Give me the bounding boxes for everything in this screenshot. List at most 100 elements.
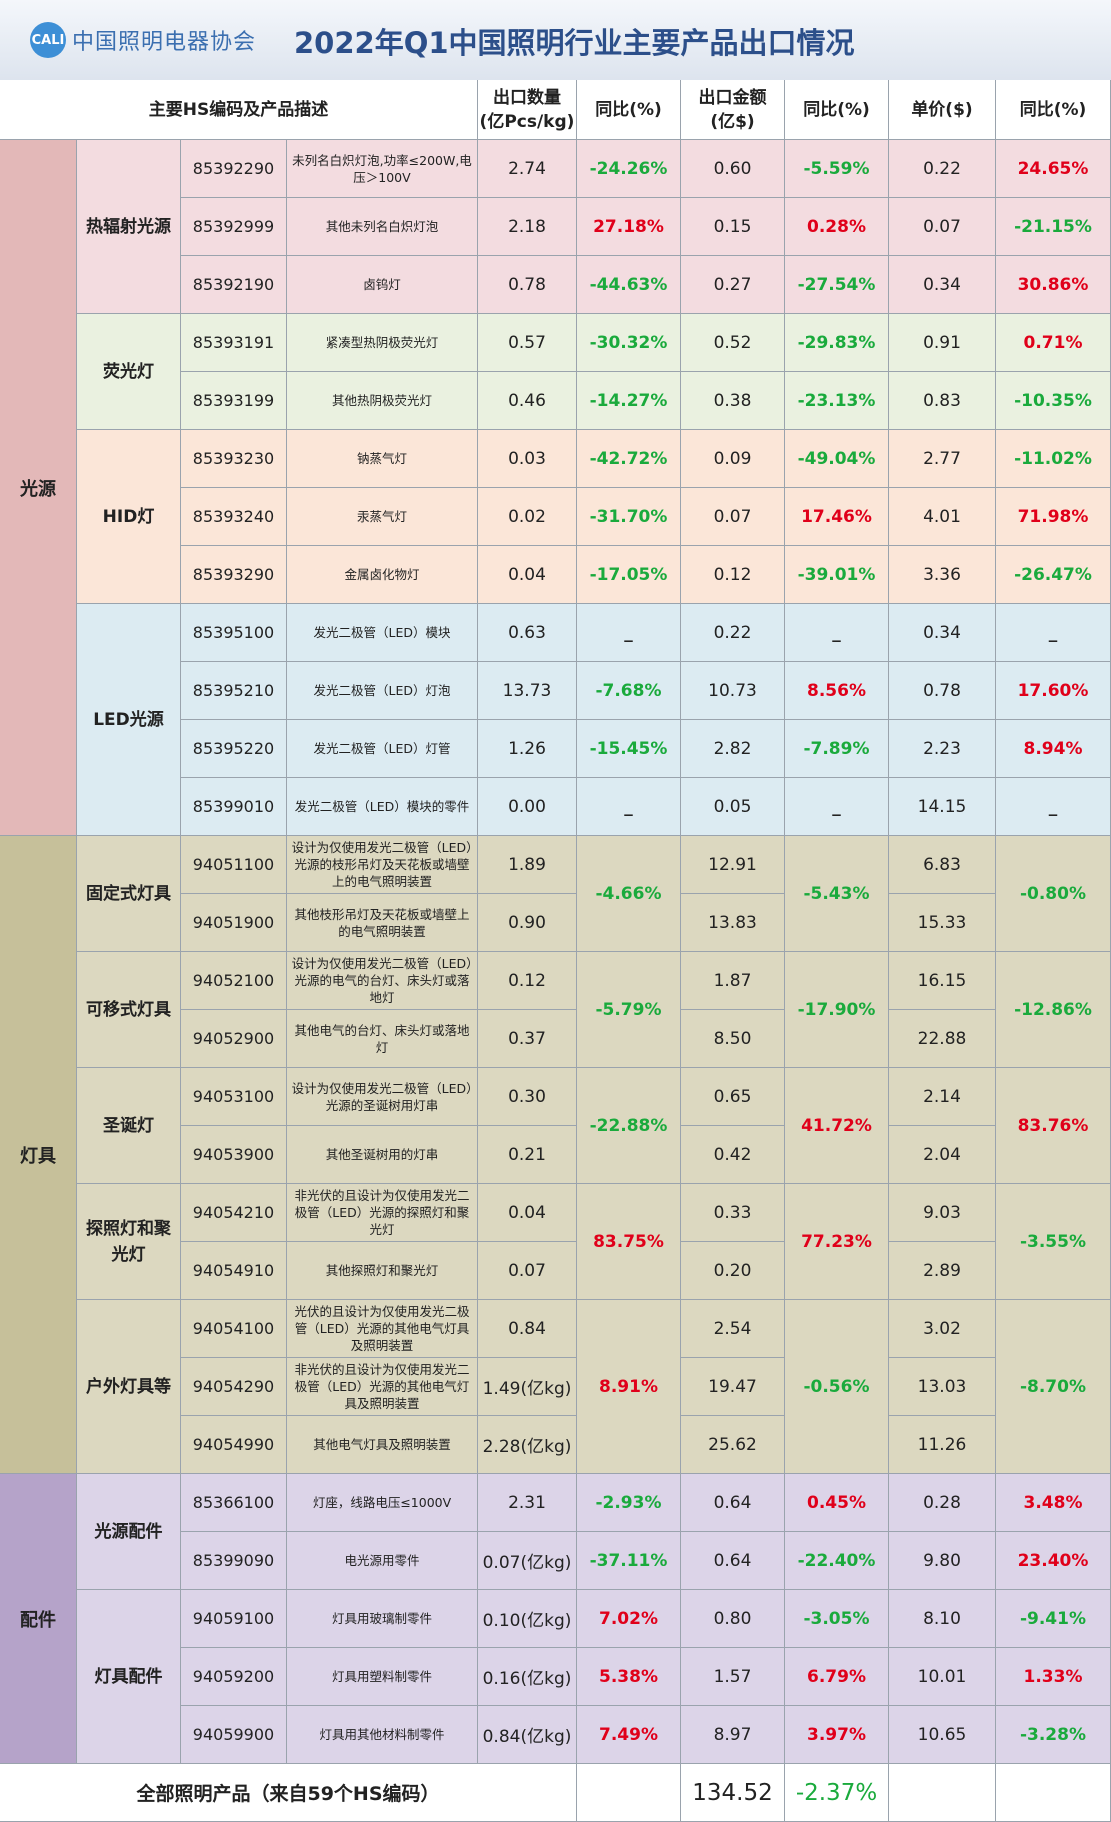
export-amount: 0.33 <box>681 1184 785 1242</box>
group-label: 光源 <box>0 140 77 836</box>
unit-price: 10.01 <box>889 1648 996 1706</box>
export-quantity: 2.31 <box>478 1474 577 1532</box>
hs-code: 94051900 <box>181 894 287 952</box>
export-quantity: 0.84(亿kg) <box>478 1706 577 1764</box>
amount-yoy: -22.40% <box>785 1532 889 1590</box>
unit-price: 9.80 <box>889 1532 996 1590</box>
export-amount: 0.64 <box>681 1474 785 1532</box>
export-amount: 1.57 <box>681 1648 785 1706</box>
amount-yoy: -39.01% <box>785 546 889 604</box>
export-quantity: 0.84 <box>478 1300 577 1358</box>
export-amount: 8.97 <box>681 1706 785 1764</box>
subgroup-label: HID灯 <box>77 430 181 604</box>
price-yoy: 24.65% <box>996 140 1111 198</box>
export-quantity: 0.30 <box>478 1068 577 1126</box>
amount-yoy: -29.83% <box>785 314 889 372</box>
export-quantity: 0.78 <box>478 256 577 314</box>
hs-code: 94053100 <box>181 1068 287 1126</box>
export-amount: 13.83 <box>681 894 785 952</box>
product-description: 灯具用塑料制零件 <box>287 1648 478 1706</box>
unit-price: 2.77 <box>889 430 996 488</box>
export-amount: 0.52 <box>681 314 785 372</box>
amount-yoy-merged: -5.43% <box>785 836 889 952</box>
product-description: 灯具用其他材料制零件 <box>287 1706 478 1764</box>
unit-price: 0.07 <box>889 198 996 256</box>
hs-code: 94053900 <box>181 1126 287 1184</box>
subgroup-label: LED光源 <box>77 604 181 836</box>
quantity-yoy: -30.32% <box>577 314 681 372</box>
export-amount: 0.15 <box>681 198 785 256</box>
price-yoy: -21.15% <box>996 198 1111 256</box>
price-yoy: 17.60% <box>996 662 1111 720</box>
export-quantity: 0.04 <box>478 1184 577 1242</box>
export-quantity: 0.07(亿kg) <box>478 1532 577 1590</box>
amount-yoy-merged: 41.72% <box>785 1068 889 1184</box>
quantity-yoy-merged: -4.66% <box>577 836 681 952</box>
price-yoy: 23.40% <box>996 1532 1111 1590</box>
export-quantity: 2.28(亿kg) <box>478 1416 577 1474</box>
export-amount: 0.42 <box>681 1126 785 1184</box>
subgroup-label: 可移式灯具 <box>77 952 181 1068</box>
export-quantity: 0.04 <box>478 546 577 604</box>
quantity-yoy: _ <box>577 604 681 662</box>
unit-price: 2.89 <box>889 1242 996 1300</box>
hs-code: 85392190 <box>181 256 287 314</box>
unit-price: 0.91 <box>889 314 996 372</box>
column-header-qty: 出口数量 (亿Pcs/kg) <box>478 80 577 140</box>
column-header-product: 主要HS编码及产品描述 <box>0 80 478 140</box>
hs-code: 85392290 <box>181 140 287 198</box>
total-price-yoy <box>996 1764 1111 1822</box>
hs-code: 94054290 <box>181 1358 287 1416</box>
unit-price: 9.03 <box>889 1184 996 1242</box>
unit-price: 0.78 <box>889 662 996 720</box>
unit-price: 13.03 <box>889 1358 996 1416</box>
column-header-price-yoy: 同比(%) <box>996 80 1111 140</box>
export-quantity: 1.89 <box>478 836 577 894</box>
quantity-yoy-merged: 8.91% <box>577 1300 681 1474</box>
quantity-yoy: -17.05% <box>577 546 681 604</box>
hs-code: 94054100 <box>181 1300 287 1358</box>
product-description: 发光二极管（LED）灯泡 <box>287 662 478 720</box>
subgroup-label: 热辐射光源 <box>77 140 181 314</box>
product-description: 其他未列名白炽灯泡 <box>287 198 478 256</box>
hs-code: 85392999 <box>181 198 287 256</box>
hs-code: 85395220 <box>181 720 287 778</box>
amount-yoy: 17.46% <box>785 488 889 546</box>
product-description: 紧凑型热阴极荧光灯 <box>287 314 478 372</box>
unit-price: 4.01 <box>889 488 996 546</box>
unit-price: 3.02 <box>889 1300 996 1358</box>
product-description: 发光二极管（LED）模块的零件 <box>287 778 478 836</box>
hs-code: 94059200 <box>181 1648 287 1706</box>
quantity-yoy-merged: 83.75% <box>577 1184 681 1300</box>
total-price <box>889 1764 996 1822</box>
export-quantity: 0.10(亿kg) <box>478 1590 577 1648</box>
column-header-amt-yoy: 同比(%) <box>785 80 889 140</box>
quantity-yoy: _ <box>577 778 681 836</box>
hs-code: 85399010 <box>181 778 287 836</box>
unit-price: 3.36 <box>889 546 996 604</box>
product-description: 设计为仅使用发光二极管（LED）光源的电气的台灯、床头灯或落地灯 <box>287 952 478 1010</box>
export-amount: 0.65 <box>681 1068 785 1126</box>
subgroup-label: 光源配件 <box>77 1474 181 1590</box>
product-description: 灯具用玻璃制零件 <box>287 1590 478 1648</box>
quantity-yoy: -44.63% <box>577 256 681 314</box>
amount-yoy: 0.28% <box>785 198 889 256</box>
price-yoy: -10.35% <box>996 372 1111 430</box>
total-label: 全部照明产品（来自59个HS编码） <box>0 1764 577 1822</box>
hs-code: 85393240 <box>181 488 287 546</box>
export-amount: 19.47 <box>681 1358 785 1416</box>
page-title: 2022年Q1中国照明行业主要产品出口情况 <box>294 26 855 60</box>
product-description: 卤钨灯 <box>287 256 478 314</box>
amount-yoy: -23.13% <box>785 372 889 430</box>
unit-price: 14.15 <box>889 778 996 836</box>
export-table: 主要HS编码及产品描述 出口数量 (亿Pcs/kg) 同比(%) 出口金额 (亿$) 同… <box>0 80 1111 1822</box>
hs-code: 85366100 <box>181 1474 287 1532</box>
unit-price: 0.34 <box>889 604 996 662</box>
export-amount: 10.73 <box>681 662 785 720</box>
product-description: 非光伏的且设计为仅使用发光二极管（LED）光源的其他电气灯具及照明装置 <box>287 1358 478 1416</box>
price-yoy-merged: -0.80% <box>996 836 1111 952</box>
export-amount: 0.20 <box>681 1242 785 1300</box>
amount-yoy: -49.04% <box>785 430 889 488</box>
quantity-yoy: -24.26% <box>577 140 681 198</box>
unit-price: 11.26 <box>889 1416 996 1474</box>
